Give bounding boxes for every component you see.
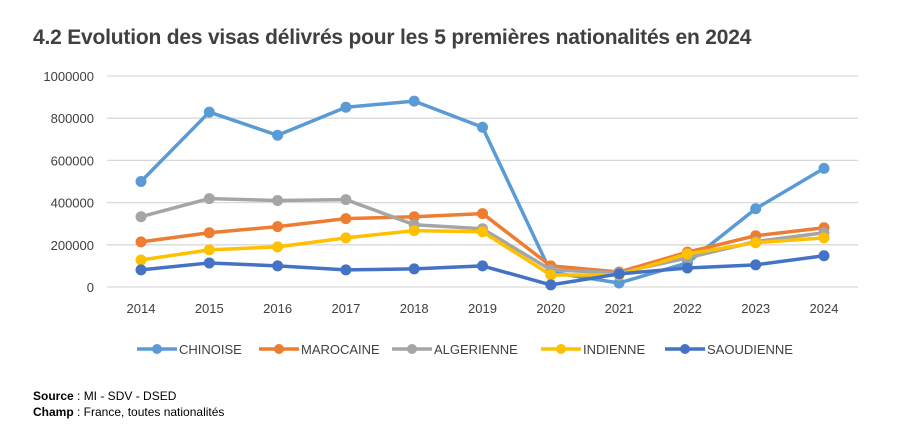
scope-note: Champ : France, toutes nationalités xyxy=(33,404,224,420)
data-point xyxy=(818,232,830,244)
data-point xyxy=(135,211,147,223)
x-tick-label: 2016 xyxy=(263,301,292,316)
data-point xyxy=(272,129,284,141)
data-point xyxy=(203,244,215,256)
data-point xyxy=(477,260,488,272)
legend-item-chinoise: CHINOISE xyxy=(137,342,242,357)
source-label: Source xyxy=(33,389,74,403)
gridlines xyxy=(107,75,858,288)
champ-label: Champ xyxy=(33,405,74,419)
data-point xyxy=(135,236,147,248)
legend-label: INDIENNE xyxy=(583,342,645,357)
data-point xyxy=(203,227,215,239)
data-point xyxy=(340,101,352,113)
x-tick-label: 2015 xyxy=(195,301,224,316)
data-point xyxy=(135,176,147,187)
data-point xyxy=(203,193,215,205)
y-tick-label: 800000 xyxy=(51,111,94,126)
champ-value: : France, toutes nationalités xyxy=(73,405,225,419)
y-tick-label: 200000 xyxy=(51,238,94,253)
data-point xyxy=(340,213,352,225)
x-tick-label: 2022 xyxy=(673,301,702,316)
x-tick-label: 2017 xyxy=(331,301,360,316)
data-point xyxy=(681,248,693,260)
data-point xyxy=(272,194,284,206)
legend-marker-icon xyxy=(680,344,690,354)
data-point xyxy=(545,279,557,291)
data-point xyxy=(408,211,420,223)
y-axis-tick-labels: 0 200000 400000 600000 800000 1000000 xyxy=(43,69,94,295)
data-point xyxy=(750,203,762,215)
legend-label: SAOUDIENNE xyxy=(707,342,793,357)
data-point xyxy=(203,106,215,118)
chart-footer: Source : MI - SDV - DSED Champ : France,… xyxy=(33,388,224,420)
source-note: Source : MI - SDV - DSED xyxy=(33,388,224,404)
legend-item-indienne: INDIENNE xyxy=(541,342,645,357)
y-tick-label: 400000 xyxy=(51,196,94,211)
legend-label: ALGERIENNE xyxy=(434,342,518,357)
data-point xyxy=(750,237,762,249)
x-tick-label: 2018 xyxy=(400,301,429,316)
y-tick-label: 600000 xyxy=(51,153,94,168)
x-tick-label: 2020 xyxy=(536,301,565,316)
legend-marker-icon xyxy=(152,344,162,354)
data-point xyxy=(340,232,352,244)
data-point xyxy=(681,262,693,274)
data-point xyxy=(272,241,284,253)
legend-item-algerienne: ALGERIENNE xyxy=(392,342,518,357)
y-tick-label: 1000000 xyxy=(43,69,94,84)
series-lines xyxy=(135,95,830,291)
source-value: : MI - SDV - DSED xyxy=(73,389,177,403)
data-point xyxy=(408,263,420,275)
legend-marker-icon xyxy=(556,344,566,354)
data-point xyxy=(340,194,352,206)
chart-title: 4.2 Evolution des visas délivrés pour le… xyxy=(33,26,752,49)
data-point xyxy=(477,226,488,238)
x-tick-label: 2014 xyxy=(127,301,156,316)
data-point xyxy=(477,121,488,133)
series-indienne xyxy=(135,225,830,281)
x-tick-label: 2024 xyxy=(810,301,839,316)
legend-label: MAROCAINE xyxy=(301,342,380,357)
series-chinoise xyxy=(135,95,830,289)
data-point xyxy=(408,95,420,107)
x-tick-label: 2019 xyxy=(468,301,497,316)
data-point xyxy=(340,264,352,276)
legend-label: CHINOISE xyxy=(179,342,242,357)
x-axis-tick-labels: 2014 2015 2016 2017 2018 2019 2020 2021 2022 2023… xyxy=(127,301,839,316)
data-point xyxy=(203,257,215,269)
data-point xyxy=(135,254,147,266)
x-tick-label: 2023 xyxy=(741,301,770,316)
legend: CHINOISE MAROCAINE ALGERIENNE INDIENNE SAOUD… xyxy=(137,342,793,357)
y-tick-label: 0 xyxy=(87,280,94,295)
legend-item-marocaine: MAROCAINE xyxy=(259,342,380,357)
data-point xyxy=(818,250,830,262)
data-point xyxy=(613,277,625,289)
series-saoudienne xyxy=(135,250,830,291)
data-point xyxy=(818,162,830,174)
legend-marker-icon xyxy=(407,344,417,354)
data-point xyxy=(613,268,625,280)
data-point xyxy=(135,264,147,276)
data-point xyxy=(545,269,557,281)
legend-item-saoudienne: SAOUDIENNE xyxy=(665,342,793,357)
legend-marker-icon xyxy=(274,344,284,354)
data-point xyxy=(477,208,488,220)
x-tick-label: 2021 xyxy=(605,301,634,316)
data-point xyxy=(272,221,284,233)
data-point xyxy=(750,259,762,271)
data-point xyxy=(272,260,284,272)
data-point xyxy=(408,225,420,237)
